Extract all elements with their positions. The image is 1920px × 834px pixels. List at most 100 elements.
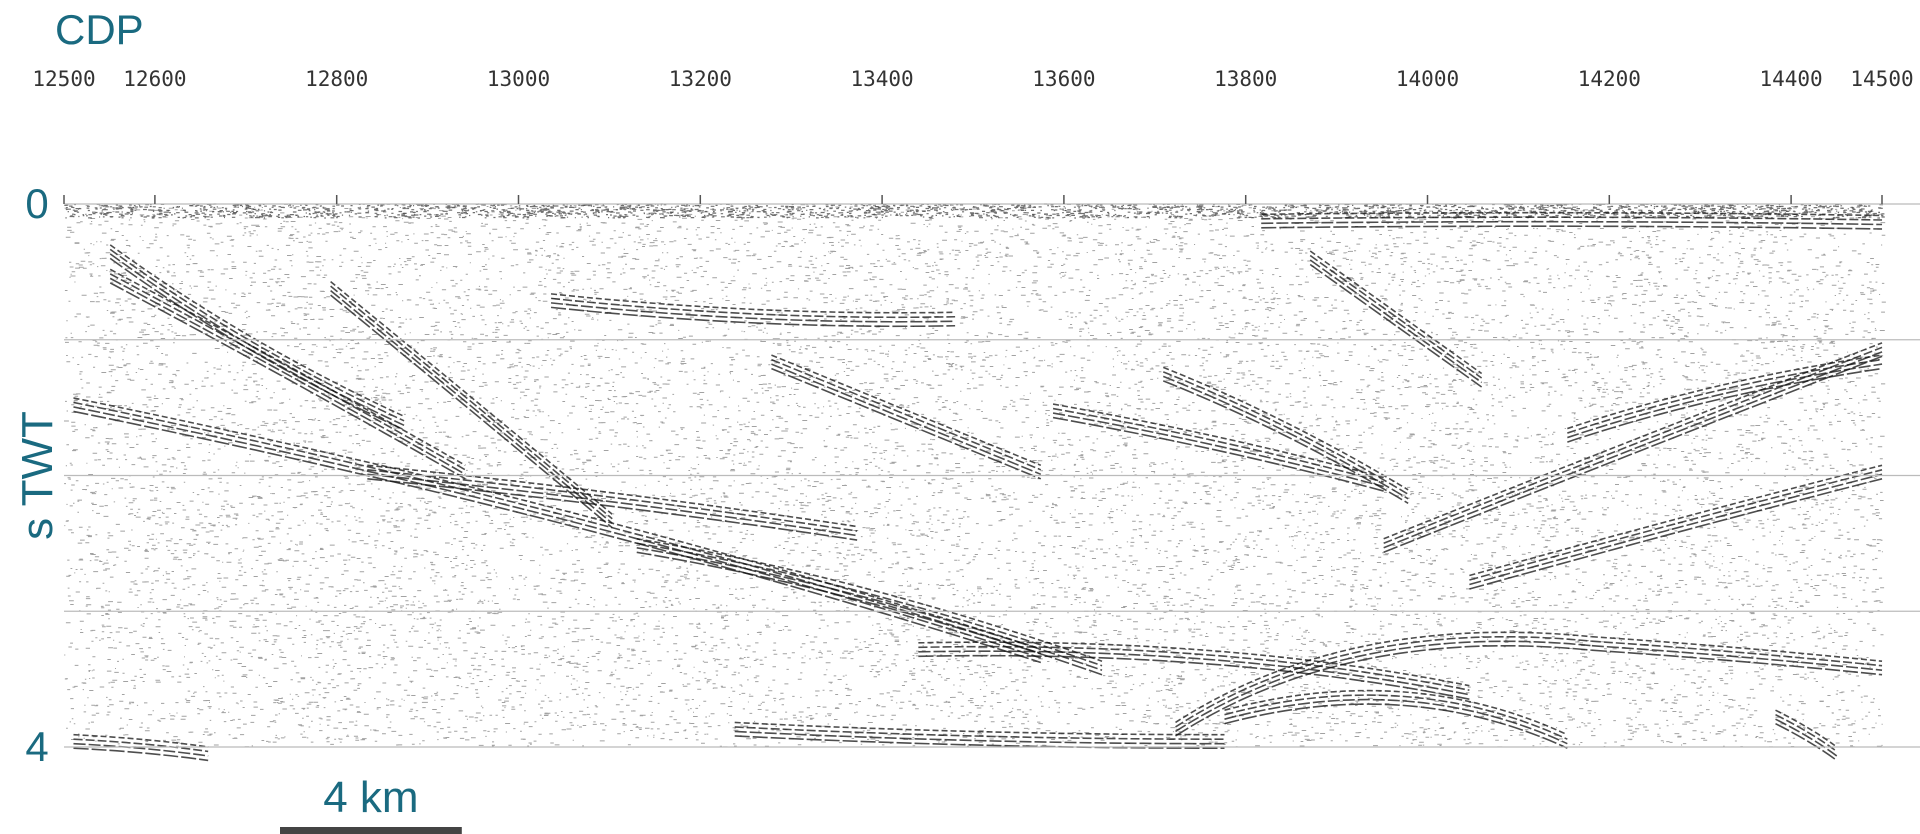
reflector (734, 721, 1225, 736)
x-tick-label: 14400 (1759, 67, 1822, 91)
reflector (109, 257, 405, 431)
reflector (330, 281, 613, 515)
reflector (73, 401, 1042, 655)
reflector (1469, 464, 1883, 577)
reflector (1224, 689, 1568, 736)
reflector (367, 464, 858, 528)
reflector (1567, 354, 1883, 430)
reflector (1261, 225, 1883, 230)
x-tick-label: 13800 (1214, 67, 1277, 91)
reflector (109, 282, 466, 480)
scale-bar (280, 827, 462, 834)
reflector (1052, 416, 1384, 492)
x-tick-label: 13200 (669, 67, 732, 91)
reflector (1591, 635, 1883, 663)
reflector (1224, 703, 1568, 749)
x-tick-label: 12500 (32, 67, 95, 91)
reflector (1261, 211, 1883, 217)
reflector (1591, 640, 1883, 667)
y-axis-label: s TWT (13, 411, 62, 540)
reflector (109, 248, 405, 422)
reflector (1567, 363, 1883, 439)
reflector (1162, 366, 1409, 491)
reflector (918, 650, 1470, 696)
reflector (330, 294, 613, 529)
reflector (109, 244, 405, 418)
reflector (550, 293, 956, 314)
reflector (1224, 698, 1568, 745)
reflector (73, 742, 209, 757)
x-tick-label: 13600 (1032, 67, 1095, 91)
reflector (1309, 250, 1483, 375)
reflector (1052, 407, 1384, 483)
reflector (73, 410, 1042, 664)
reflector (1383, 351, 1883, 549)
reflector (771, 363, 1042, 476)
reflector (550, 306, 956, 328)
reflector (1591, 649, 1883, 676)
x-tick-label: 14500 (1850, 67, 1913, 91)
reflector (1469, 469, 1883, 581)
seismic-texture (64, 203, 1886, 762)
reflector (73, 738, 209, 753)
reflector (771, 367, 1042, 480)
reflector (550, 302, 956, 323)
reflector (1383, 355, 1883, 554)
reflector (771, 354, 1042, 467)
reflector (1775, 709, 1838, 748)
reflector (1309, 259, 1483, 384)
reflector (330, 290, 613, 524)
reflector (734, 730, 1225, 745)
reflector (1162, 380, 1409, 504)
reflector (636, 546, 1103, 671)
reflector (1383, 346, 1883, 545)
reflector (1175, 635, 1592, 728)
reflector (1469, 478, 1883, 590)
reflector (1175, 640, 1592, 733)
scale-bar-label: 4 km (323, 773, 418, 822)
reflector (734, 735, 1225, 749)
x-axis-label: CDP (55, 6, 144, 53)
reflector (1775, 722, 1838, 762)
reflector (73, 747, 209, 762)
reflector (1162, 371, 1409, 495)
reflector (1775, 713, 1838, 753)
reflector (1383, 342, 1883, 540)
reflector (636, 542, 1103, 667)
reflector (1175, 644, 1592, 737)
noise (64, 203, 1886, 748)
reflector (1591, 644, 1883, 672)
reflector (1261, 216, 1883, 221)
reflector (109, 273, 466, 471)
x-tick-label: 13400 (850, 67, 913, 91)
reflector (1224, 694, 1568, 740)
reflector (1162, 375, 1409, 500)
reflector (109, 253, 405, 427)
y-tick-label: 0 (25, 180, 48, 227)
x-tick-label: 13000 (487, 67, 550, 91)
reflector (1175, 631, 1592, 724)
reflector (918, 654, 1470, 700)
reflector (73, 397, 1042, 650)
reflector (73, 406, 1042, 659)
reflector (73, 733, 209, 748)
reflector (1567, 358, 1883, 434)
reflector (550, 297, 956, 319)
noise-top (65, 203, 1885, 219)
reflector (1052, 403, 1384, 479)
reflector (330, 285, 613, 520)
reflector (1775, 718, 1838, 757)
reflector (636, 551, 1103, 676)
y-tick-label: 4 (25, 723, 48, 770)
reflector (918, 641, 1470, 687)
reflector (367, 478, 858, 541)
x-tick-label: 14200 (1578, 67, 1641, 91)
reflector (109, 277, 466, 476)
reflector (918, 645, 1470, 691)
reflector (1309, 254, 1483, 379)
reflector (1309, 263, 1483, 388)
reflector (771, 358, 1042, 471)
reflector (1261, 220, 1883, 226)
x-tick-label: 12800 (305, 67, 368, 91)
